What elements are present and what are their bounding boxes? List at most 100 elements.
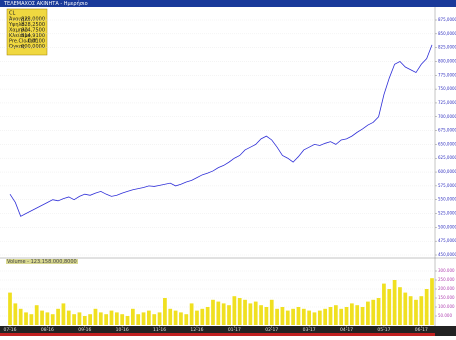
x-tick-label: 01-17 (228, 327, 241, 333)
x-tick-label: 02-17 (265, 327, 278, 333)
volume-bar (136, 314, 141, 325)
volume-bar (296, 307, 301, 325)
volume-bar (34, 305, 39, 325)
volume-bar (248, 303, 253, 325)
volume-bar (371, 299, 376, 325)
volume-bar (430, 278, 434, 325)
info-title: CL (9, 11, 15, 17)
volume-bar (376, 298, 381, 325)
volume-bar (344, 307, 349, 325)
volume-bar (366, 301, 370, 325)
y-tick-label: 625,0000 (438, 155, 456, 160)
volume-bar (45, 312, 50, 325)
volume-bar (61, 303, 66, 325)
volume-bar (216, 301, 221, 325)
date-axis-bg (0, 326, 456, 336)
volume-bar (285, 310, 290, 325)
y-tick-label: 775,0000 (438, 72, 456, 77)
y-tick-label: 300.000 (438, 268, 455, 273)
volume-bar (211, 299, 215, 325)
volume-bar (147, 310, 151, 325)
volume-bar (221, 303, 226, 325)
volume-bar (29, 314, 34, 325)
y-tick-label: 525,0000 (438, 211, 456, 216)
y-tick-label: 100.000 (438, 304, 455, 309)
volume-bar (200, 308, 205, 325)
volume-bar (104, 314, 109, 325)
y-tick-label: 750,0000 (438, 86, 456, 91)
y-tick-label: 150.000 (438, 295, 455, 300)
volume-bar (360, 307, 365, 325)
volume-bar (269, 299, 274, 325)
volume-bar (414, 299, 418, 325)
volume-bar (120, 314, 125, 325)
x-tick-label: 03-17 (303, 327, 316, 333)
volume-bar (24, 312, 28, 325)
volume-bar (259, 305, 263, 325)
volume-label: Volume - 123.158.000,8000 (7, 259, 77, 265)
x-tick-label: 04-17 (340, 327, 353, 333)
y-tick-label: 575,0000 (438, 183, 456, 188)
volume-bar (232, 296, 237, 325)
volume-bar (163, 298, 167, 325)
info-label: Άνοιγμα (9, 16, 30, 23)
volume-bar (50, 314, 55, 325)
y-tick-label: 700,0000 (438, 114, 456, 119)
volume-bar (237, 298, 242, 325)
volume-bar (392, 280, 397, 325)
info-box (6, 8, 48, 56)
volume-bar (398, 287, 402, 325)
y-tick-label: 600,0000 (438, 169, 456, 174)
y-tick-label: 875,0000 (438, 17, 456, 22)
y-tick-label: 475,0000 (438, 238, 456, 243)
scroll-bar (0, 333, 435, 336)
volume-bar (291, 308, 295, 325)
info-label: Υψηλό (8, 21, 25, 28)
volume-bar (72, 314, 76, 325)
x-tick-label: 10-16 (116, 327, 129, 333)
volume-bar (264, 307, 269, 325)
volume-label-bg (6, 259, 78, 264)
volume-bar (280, 307, 285, 325)
y-tick-label: 725,0000 (438, 100, 456, 105)
volume-bar (307, 310, 312, 325)
info-label: Pre.Clo.Diff (9, 39, 37, 45)
volume-bar (13, 303, 18, 325)
volume-bar (419, 296, 424, 325)
x-tick-label: 09-16 (78, 327, 91, 333)
y-tick-label: 200.000 (438, 286, 455, 291)
volume-bar (253, 301, 258, 325)
volume-bar (339, 308, 344, 325)
volume-bar (275, 308, 279, 325)
volume-bar (66, 310, 71, 325)
volume-bar (408, 296, 413, 325)
volume-bar (125, 316, 130, 325)
y-tick-label: 650,0000 (438, 141, 456, 146)
y-tick-label: 850,0000 (438, 31, 456, 36)
volume-bar (157, 312, 162, 325)
volume-bar (382, 283, 386, 325)
volume-bar (179, 312, 183, 325)
volume-bar (301, 308, 306, 325)
volume-bar (141, 312, 146, 325)
y-tick-label: 825,0000 (438, 45, 456, 50)
volume-bar (173, 310, 178, 325)
volume-bar (168, 308, 173, 325)
volume-bar (93, 308, 98, 325)
info-value: 823,0000 (21, 17, 45, 23)
title-bar (0, 0, 456, 7)
volume-bar (189, 303, 194, 325)
x-tick-label: 12-16 (190, 327, 203, 333)
info-label: Όγκος (8, 43, 25, 50)
y-tick-label: 675,0000 (438, 128, 456, 133)
volume-bar (243, 299, 247, 325)
info-value: 814,9100 (21, 33, 45, 39)
info-value: 828,2500 (21, 22, 45, 28)
y-tick-label: 50.000 (438, 313, 452, 318)
volume-bar (323, 308, 328, 325)
x-tick-label: 05-17 (377, 327, 390, 333)
volume-bar (403, 292, 408, 325)
chart-background (0, 7, 456, 336)
volume-bar (82, 316, 87, 325)
